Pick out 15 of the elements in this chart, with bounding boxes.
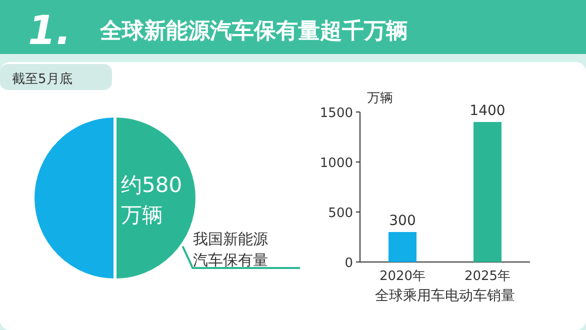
y-tick-label: 1000 xyxy=(320,156,353,171)
data-label: 1400 xyxy=(470,103,506,119)
chart-subtitle: 截至5月底 xyxy=(12,72,72,87)
y-tick-label: 1500 xyxy=(320,106,353,121)
x-axis-title: 全球乘用车电动车销量 xyxy=(375,288,515,304)
y-axis-title: 万辆 xyxy=(367,91,393,106)
chart-title: 全球新能源汽车保有量超千万辆 xyxy=(99,18,408,44)
x-tick-label: 2025年 xyxy=(464,269,511,284)
y-tick-label: 0 xyxy=(344,256,353,271)
y-tick-label: 500 xyxy=(328,206,353,221)
text: 1. xyxy=(28,8,72,54)
x-tick-label: 2020年 xyxy=(379,269,426,284)
data-label: 约580万辆 xyxy=(121,173,182,227)
data-label: 300 xyxy=(389,213,416,229)
slice-label: 我国新能源汽车保有量 xyxy=(193,230,268,269)
